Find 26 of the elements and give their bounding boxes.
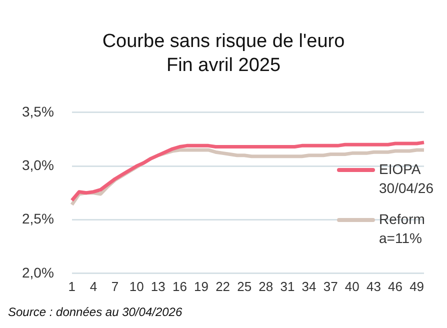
x-tick-label: 19 [194,278,208,294]
x-tick-label: 25 [237,278,252,294]
y-tick-label: 2,5% [22,210,54,227]
chart-subtitle: Fin avril 2025 [165,54,282,78]
x-tick-label: 4 [90,278,98,294]
legend-label: Reform a=11% [379,210,426,248]
x-tick-label: 37 [323,278,338,294]
x-tick-label: 13 [150,278,166,294]
y-tick-label: 3,0% [22,156,54,173]
x-tick-label: 46 [388,278,402,294]
y-tick-label: 2,0% [22,264,54,280]
x-tick-label: 43 [366,278,381,294]
y-tick-label: 3,5% [22,103,54,120]
x-tick-label: 28 [258,278,274,294]
x-tick-label: 1 [68,278,76,294]
x-tick-label: 10 [129,278,144,294]
x-tick-label: 34 [302,278,316,294]
x-tick-label: 22 [216,278,230,294]
source-note: Source : données au 30/04/2026 [7,305,184,319]
x-tick-label: 40 [344,278,360,294]
x-tick-label: 7 [111,278,119,294]
legend-label: EIOPA 30/04/26 [379,160,434,198]
x-tick-label: 16 [172,278,187,294]
x-tick-label: 31 [280,278,295,294]
chart-title: Courbe sans risque de l'euro [101,30,346,54]
x-tick-label: 49 [410,278,424,294]
